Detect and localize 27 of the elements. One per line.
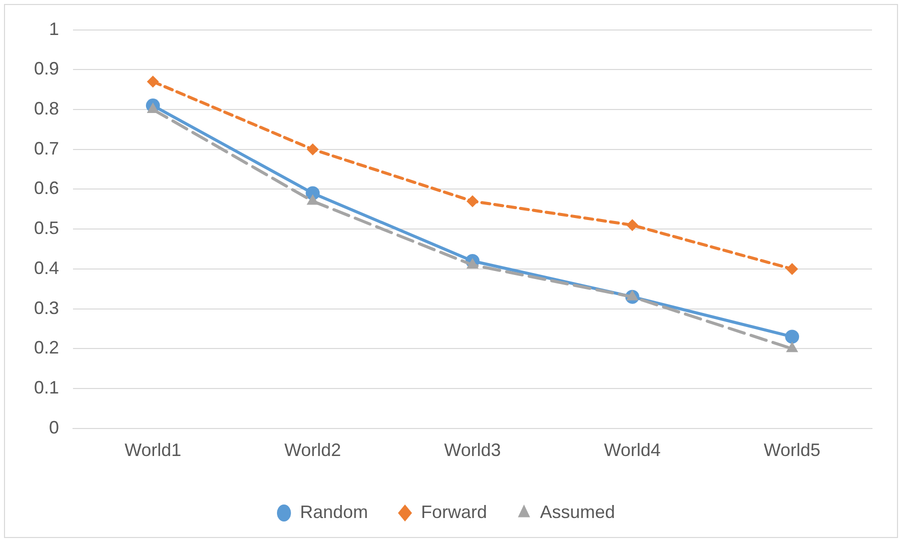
y-tick-label: 0.7: [34, 138, 60, 158]
x-tick-label: World2: [284, 440, 342, 460]
y-tick-label: 1: [49, 18, 60, 39]
x-tick-label: World4: [604, 440, 661, 460]
point: [306, 143, 319, 156]
point: [146, 76, 159, 88]
x-tick-label: World1: [124, 440, 182, 460]
y-tick-label: 0.1: [34, 378, 60, 398]
y-tick-label: 0.5: [34, 218, 60, 238]
point: [786, 262, 798, 275]
y-tick-label: 0.8: [34, 98, 60, 118]
legend-label: Random: [300, 502, 368, 522]
legend-label: Assumed: [540, 502, 616, 522]
y-tick-label: 0: [49, 417, 60, 438]
point: [785, 330, 800, 344]
point: [626, 219, 638, 232]
point: [466, 195, 479, 208]
y-tick-label: 0.3: [34, 298, 60, 318]
legend-label: Forward: [420, 502, 488, 522]
x-tick-label: World3: [444, 440, 501, 460]
point: [626, 290, 638, 300]
x-tick-label: World5: [764, 440, 820, 460]
y-tick-label: 0.2: [34, 338, 60, 358]
y-tick-label: 0.9: [34, 58, 60, 79]
y-tick-label: 0.6: [34, 178, 60, 198]
y-tick-label: 0.4: [34, 258, 60, 278]
point: [786, 342, 798, 352]
